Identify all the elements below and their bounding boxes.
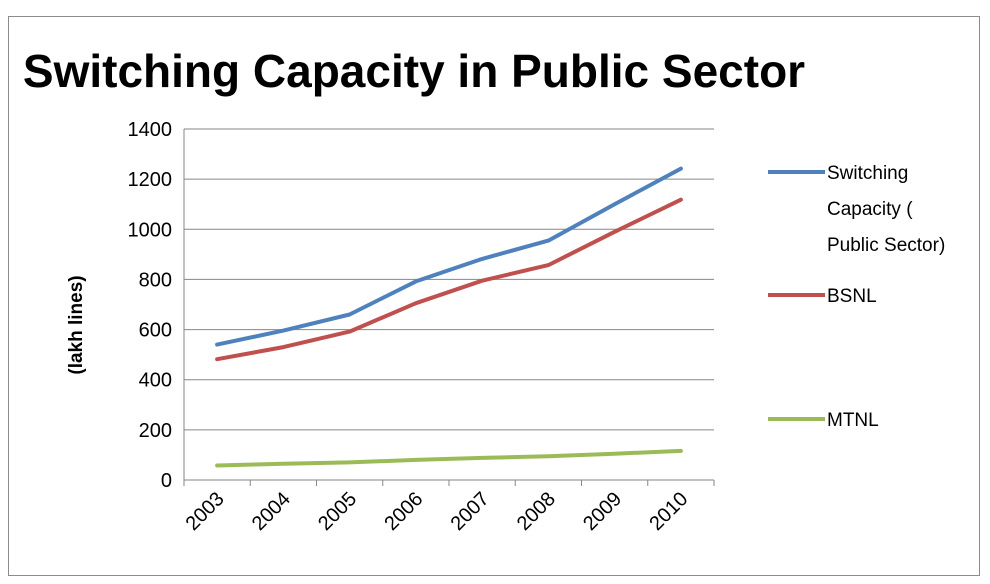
x-tick-label: 2005 bbox=[314, 488, 361, 535]
x-tick-label: 2007 bbox=[447, 488, 494, 535]
x-tick-label: 2006 bbox=[380, 488, 427, 535]
line-chart: Switching Capacity in Public Sector (lak… bbox=[23, 45, 945, 535]
chart-frame: Switching Capacity in Public Sector (lak… bbox=[8, 16, 980, 576]
series-lines bbox=[215, 166, 683, 468]
legend-label: Capacity ( bbox=[827, 199, 913, 220]
x-tick-label: 2003 bbox=[182, 488, 229, 535]
y-tick-label: 600 bbox=[139, 320, 172, 342]
series-line bbox=[215, 197, 683, 362]
legend-label: MTNL bbox=[827, 410, 879, 431]
axes: 0 200 400 600 800 1000 1200 1400 2003 2004 2005 200… bbox=[128, 119, 715, 535]
y-tick-label: 0 bbox=[161, 470, 172, 492]
legend: Switching Capacity ( Public Sector) BSNL MTN… bbox=[768, 163, 945, 431]
y-axis-label: (lakh lines) bbox=[66, 275, 87, 374]
y-tick-label: 200 bbox=[139, 420, 172, 442]
series-line bbox=[215, 166, 683, 347]
x-tick-label: 2010 bbox=[645, 488, 692, 535]
x-tick-label: 2004 bbox=[248, 488, 295, 535]
y-tick-label: 400 bbox=[139, 370, 172, 392]
series-line bbox=[215, 448, 683, 468]
legend-label: Public Sector) bbox=[827, 235, 945, 256]
x-tick-label: 2008 bbox=[513, 488, 560, 535]
legend-label: Switching bbox=[827, 163, 908, 184]
x-tick-label: 2009 bbox=[579, 488, 626, 535]
y-tick-label: 1000 bbox=[128, 219, 173, 241]
gridlines bbox=[184, 128, 714, 431]
y-tick-label: 800 bbox=[139, 269, 172, 291]
chart-title: Switching Capacity in Public Sector bbox=[23, 45, 805, 97]
y-tick-label: 1400 bbox=[128, 119, 173, 141]
legend-label: BSNL bbox=[827, 286, 877, 307]
y-tick-label: 1200 bbox=[128, 169, 173, 191]
